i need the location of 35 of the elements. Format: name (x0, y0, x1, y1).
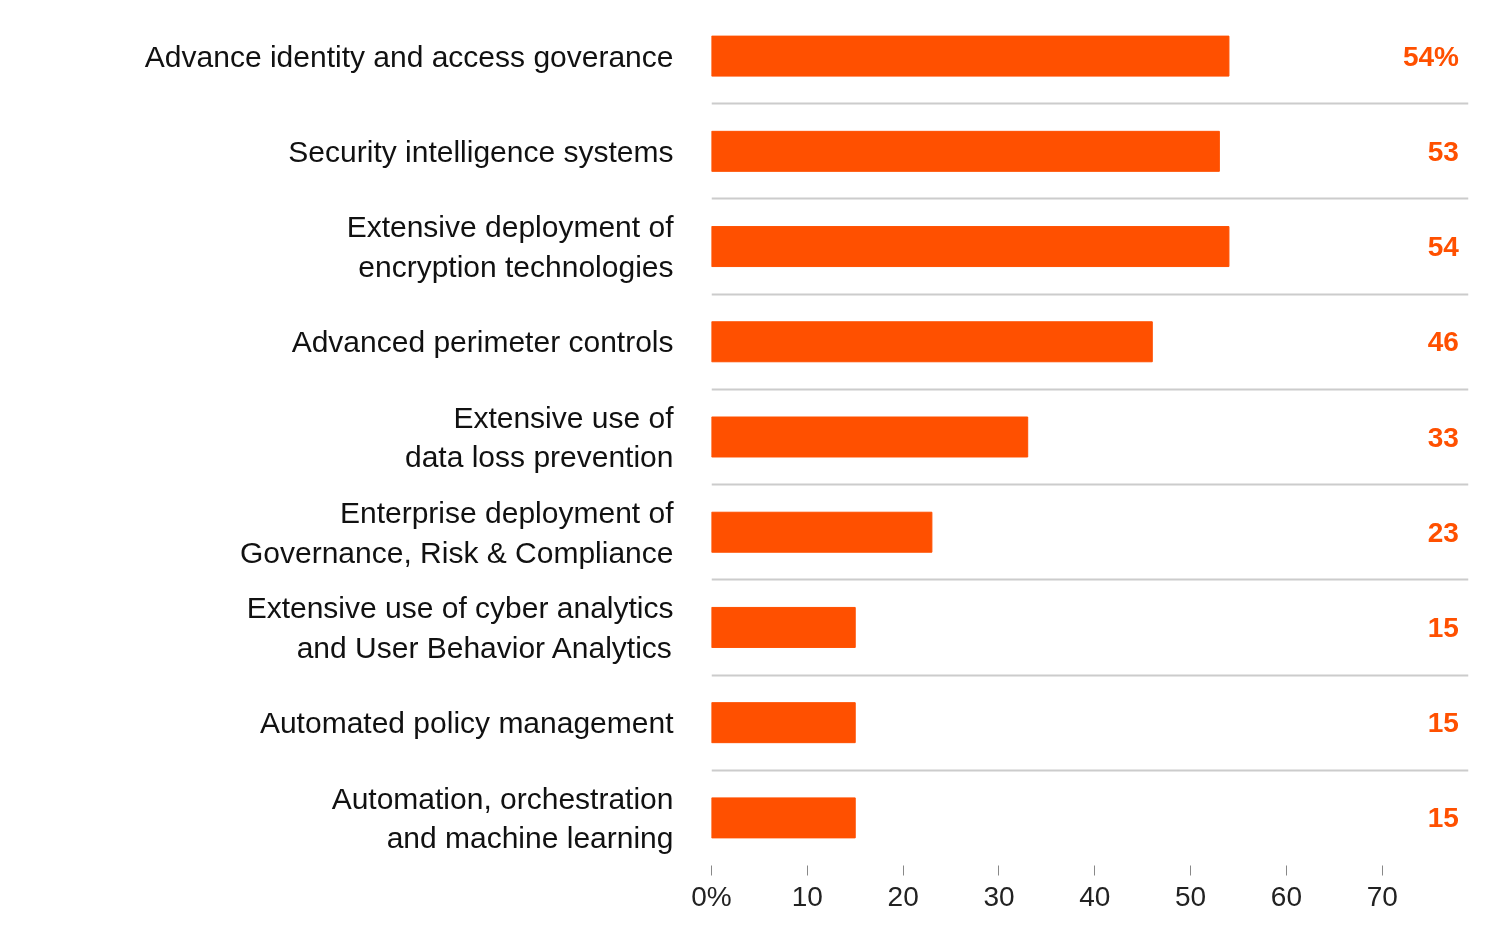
y-tick-label: Advance identity and access goverance (144, 39, 674, 73)
bar (711, 35, 1230, 77)
bar (711, 226, 1230, 268)
bar (711, 797, 856, 839)
x-tick-label: 30 (983, 880, 1015, 912)
x-tick-label: 10 (791, 880, 823, 912)
data-label: 15 (1427, 802, 1459, 834)
x-tick-label: 0% (691, 880, 732, 912)
x-tick-label: 50 (1175, 880, 1207, 912)
y-tick-label: Extensive use of cyber analytics and User Behavior Analytics (246, 591, 674, 664)
data-label: 23 (1427, 516, 1459, 548)
data-label: 54% (1402, 40, 1460, 72)
bar (711, 130, 1220, 172)
data-label: 46 (1427, 326, 1459, 358)
x-tick-label: 20 (887, 880, 919, 912)
y-tick-label: Extensive use of data loss prevention (404, 400, 675, 474)
data-label: 54 (1427, 231, 1460, 263)
data-label: 53 (1427, 135, 1459, 167)
x-tick-label: 70 (1366, 880, 1398, 912)
data-label: 15 (1427, 707, 1459, 739)
y-tick-label: Advanced perimeter controls (291, 325, 674, 359)
bar (711, 416, 1029, 458)
data-label: 33 (1427, 421, 1459, 453)
y-tick-label: Security intelligence systems (288, 134, 674, 168)
bar (711, 702, 856, 744)
x-tick-label: 60 (1270, 880, 1303, 912)
data-label: 15 (1427, 611, 1459, 643)
bar (711, 321, 1153, 363)
bar (711, 606, 856, 648)
x-tick-label: 40 (1079, 880, 1111, 912)
y-tick-label: Automation, orchestration and machine learning (331, 781, 674, 855)
y-tick-label: Extensive deployment of encryption technologies (346, 210, 675, 283)
bar (711, 511, 933, 553)
y-tick-label: Enterprise deployment of Governance, Risk & Compliance (239, 495, 675, 569)
y-tick-label: Automated policy management (259, 706, 675, 740)
